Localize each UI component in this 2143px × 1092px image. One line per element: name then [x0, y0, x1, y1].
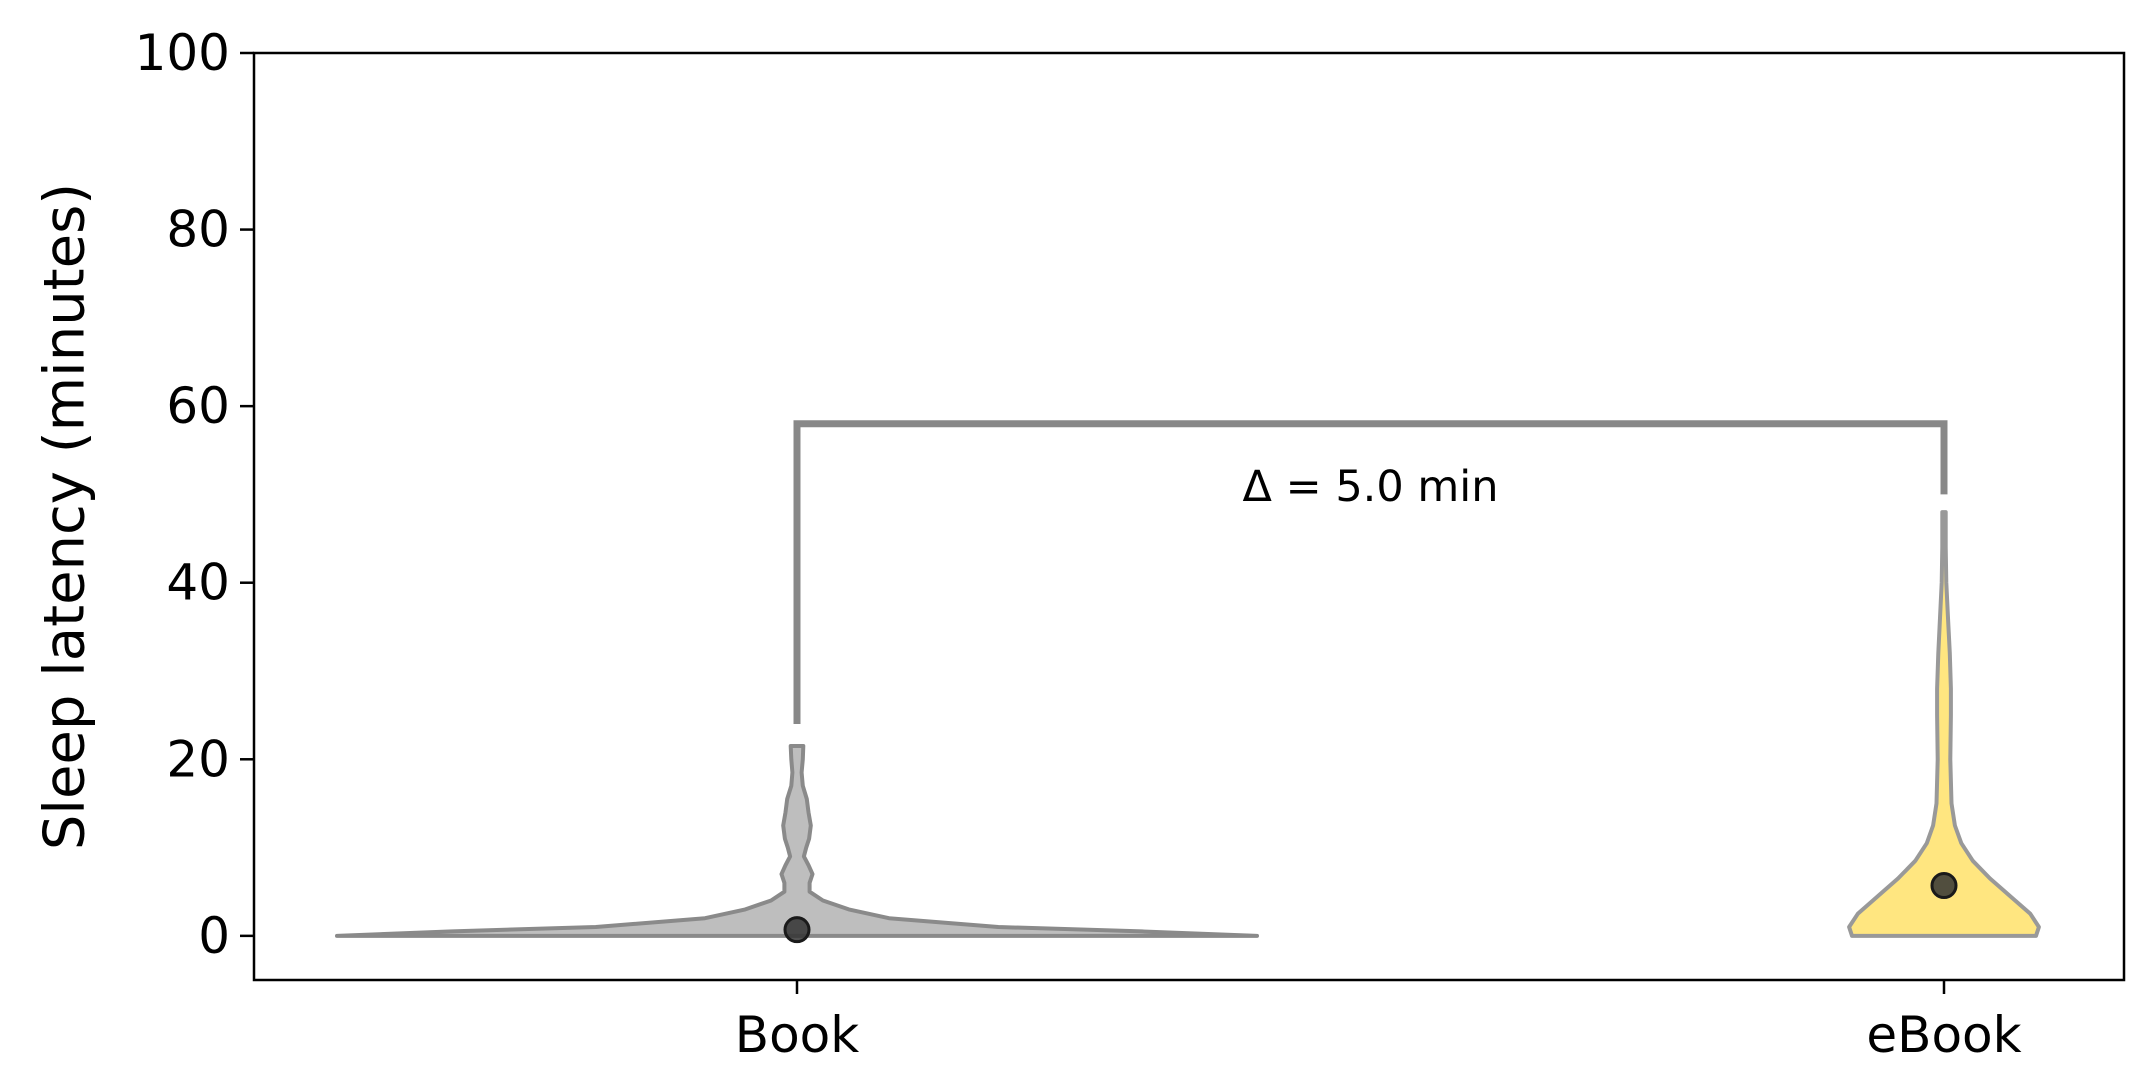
- y-tick-label: 20: [166, 730, 230, 788]
- marker-book: [783, 916, 811, 944]
- violin-book: [335, 744, 1259, 938]
- violin-layer: [335, 510, 2041, 938]
- comparison-annotation: Δ = 5.0 min: [1243, 462, 1499, 512]
- x-axis: Book eBook: [735, 980, 2022, 1064]
- y-tick-label: 40: [166, 554, 230, 612]
- marker-layer: [783, 872, 1958, 944]
- comparison-bracket: [793, 420, 1948, 724]
- x-tick-label: Book: [735, 1006, 859, 1064]
- bracket-line: [793, 420, 1948, 724]
- marker-ebook: [1930, 872, 1958, 900]
- y-tick-label: 100: [135, 24, 230, 82]
- y-tick-label: 80: [166, 201, 230, 259]
- y-axis: 0 20 40 60 80 100: [135, 24, 254, 965]
- y-axis-title: Sleep latency (minutes): [33, 183, 98, 850]
- y-tick-label: 0: [198, 907, 230, 965]
- y-tick-label: 60: [166, 377, 230, 435]
- violin-ebook: [1847, 510, 2041, 938]
- plot-frame: [252, 51, 2126, 982]
- x-tick-label: eBook: [1866, 1006, 2021, 1064]
